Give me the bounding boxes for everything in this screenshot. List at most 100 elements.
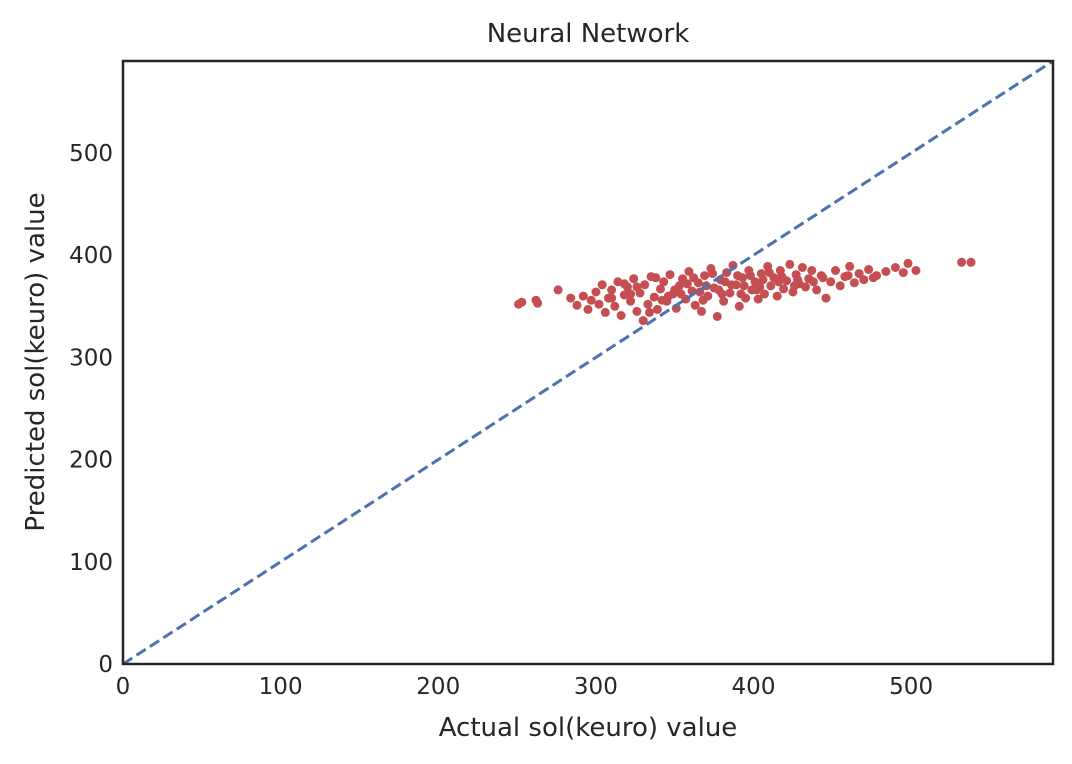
scatter-point [854,269,864,279]
chart-title: Neural Network [487,19,690,49]
scatter-point [758,275,768,285]
scatter-point [903,258,913,268]
scatter-point [779,284,788,294]
reference-line-group [122,59,1054,666]
scatter-point [708,269,717,279]
scatter-point [619,279,629,289]
x-tick-label: 200 [416,674,460,700]
scatter-point [818,273,828,283]
scatter-point [821,293,831,303]
scatter-point [697,306,706,316]
scatter-point [719,296,729,306]
scatter-point [772,291,782,301]
scatter-point [764,268,774,278]
scatter-point [881,267,891,276]
scatter-point [801,282,810,292]
x-axis-label: Actual sol(keuro) value [439,713,738,743]
scatter-point [607,293,617,303]
scatter-point [849,278,859,288]
scatter-point [966,257,976,267]
scatter-point [831,266,840,275]
scatter-point [790,281,799,291]
scatter-point [626,296,636,306]
scatter-point [835,281,845,291]
x-tick-label: 100 [259,674,303,700]
scatter-point [597,280,607,290]
scatter-point [717,289,727,299]
scatter-point [586,295,596,305]
scatter-point [659,277,669,287]
x-tick-label: 300 [574,674,618,700]
scatter-point [616,311,626,320]
reference-line [122,59,1054,666]
y-axis-ticks: 0 100 200 300 400 500 [69,141,113,678]
scatter-point [736,289,746,299]
scatter-point [812,285,822,295]
scatter-point [898,268,908,278]
scatter-point [911,266,921,275]
scatter-point [656,284,665,294]
scatter-point [868,273,878,283]
scatter-point [665,270,675,280]
scatter-point [733,271,743,281]
y-tick-label: 100 [69,550,113,576]
scatter-point [533,298,543,308]
scatter-point [578,291,588,301]
scatter-point [657,295,667,305]
x-tick-label: 400 [732,674,776,700]
scatter-point [610,301,620,311]
scatter-point [826,277,836,287]
scatter-point [845,261,855,271]
scatter-point [676,289,686,299]
scatter-point [766,281,776,291]
scatter-point [720,277,730,287]
scatter-point [640,280,650,290]
scatter-point [643,299,653,309]
scatter-points [514,257,976,326]
y-tick-label: 0 [98,652,113,678]
scatter-point [566,293,576,303]
scatter-point [645,307,654,317]
scatter-point [890,263,900,272]
scatter-point [652,304,662,314]
scatter-point [632,306,642,316]
y-tick-label: 300 [69,345,113,371]
scatter-point [594,299,604,309]
scatter-point [864,265,874,274]
x-tick-label: 0 [116,674,131,700]
scatter-point [843,271,853,281]
scatter-point [859,275,869,285]
scatter-point [745,271,755,281]
scatter-point [607,285,617,295]
scatter-point [689,273,699,283]
scatter-point [651,273,661,283]
x-axis-ticks: 0 100 200 300 400 500 [116,674,933,700]
scatter-point [649,292,659,302]
y-axis-label: Predicted sol(keuro) value [21,192,51,531]
scatter-point [807,266,817,275]
y-tick-label: 200 [69,448,113,474]
scatter-point [752,285,762,295]
scatter-point [632,282,642,292]
scatter-point [684,267,694,276]
scatter-point [734,301,744,311]
scatter-point [808,277,818,287]
scatter-point [626,289,636,299]
scatter-point [712,312,722,321]
scatter-point [583,304,593,314]
scatter-point [957,257,967,267]
scatter-point [690,300,700,310]
scatter-point [760,289,769,299]
scatter-point [517,297,527,307]
x-tick-label: 500 [889,674,933,700]
scatter-point [629,274,639,284]
scatter-point [785,259,795,269]
plot-frame [121,59,1055,666]
scatter-point [600,307,610,317]
scatter-point [739,281,749,291]
scatter-point [682,279,692,289]
y-tick-label: 400 [69,243,113,269]
scatter-point [553,285,563,295]
scatter-point [777,272,787,282]
